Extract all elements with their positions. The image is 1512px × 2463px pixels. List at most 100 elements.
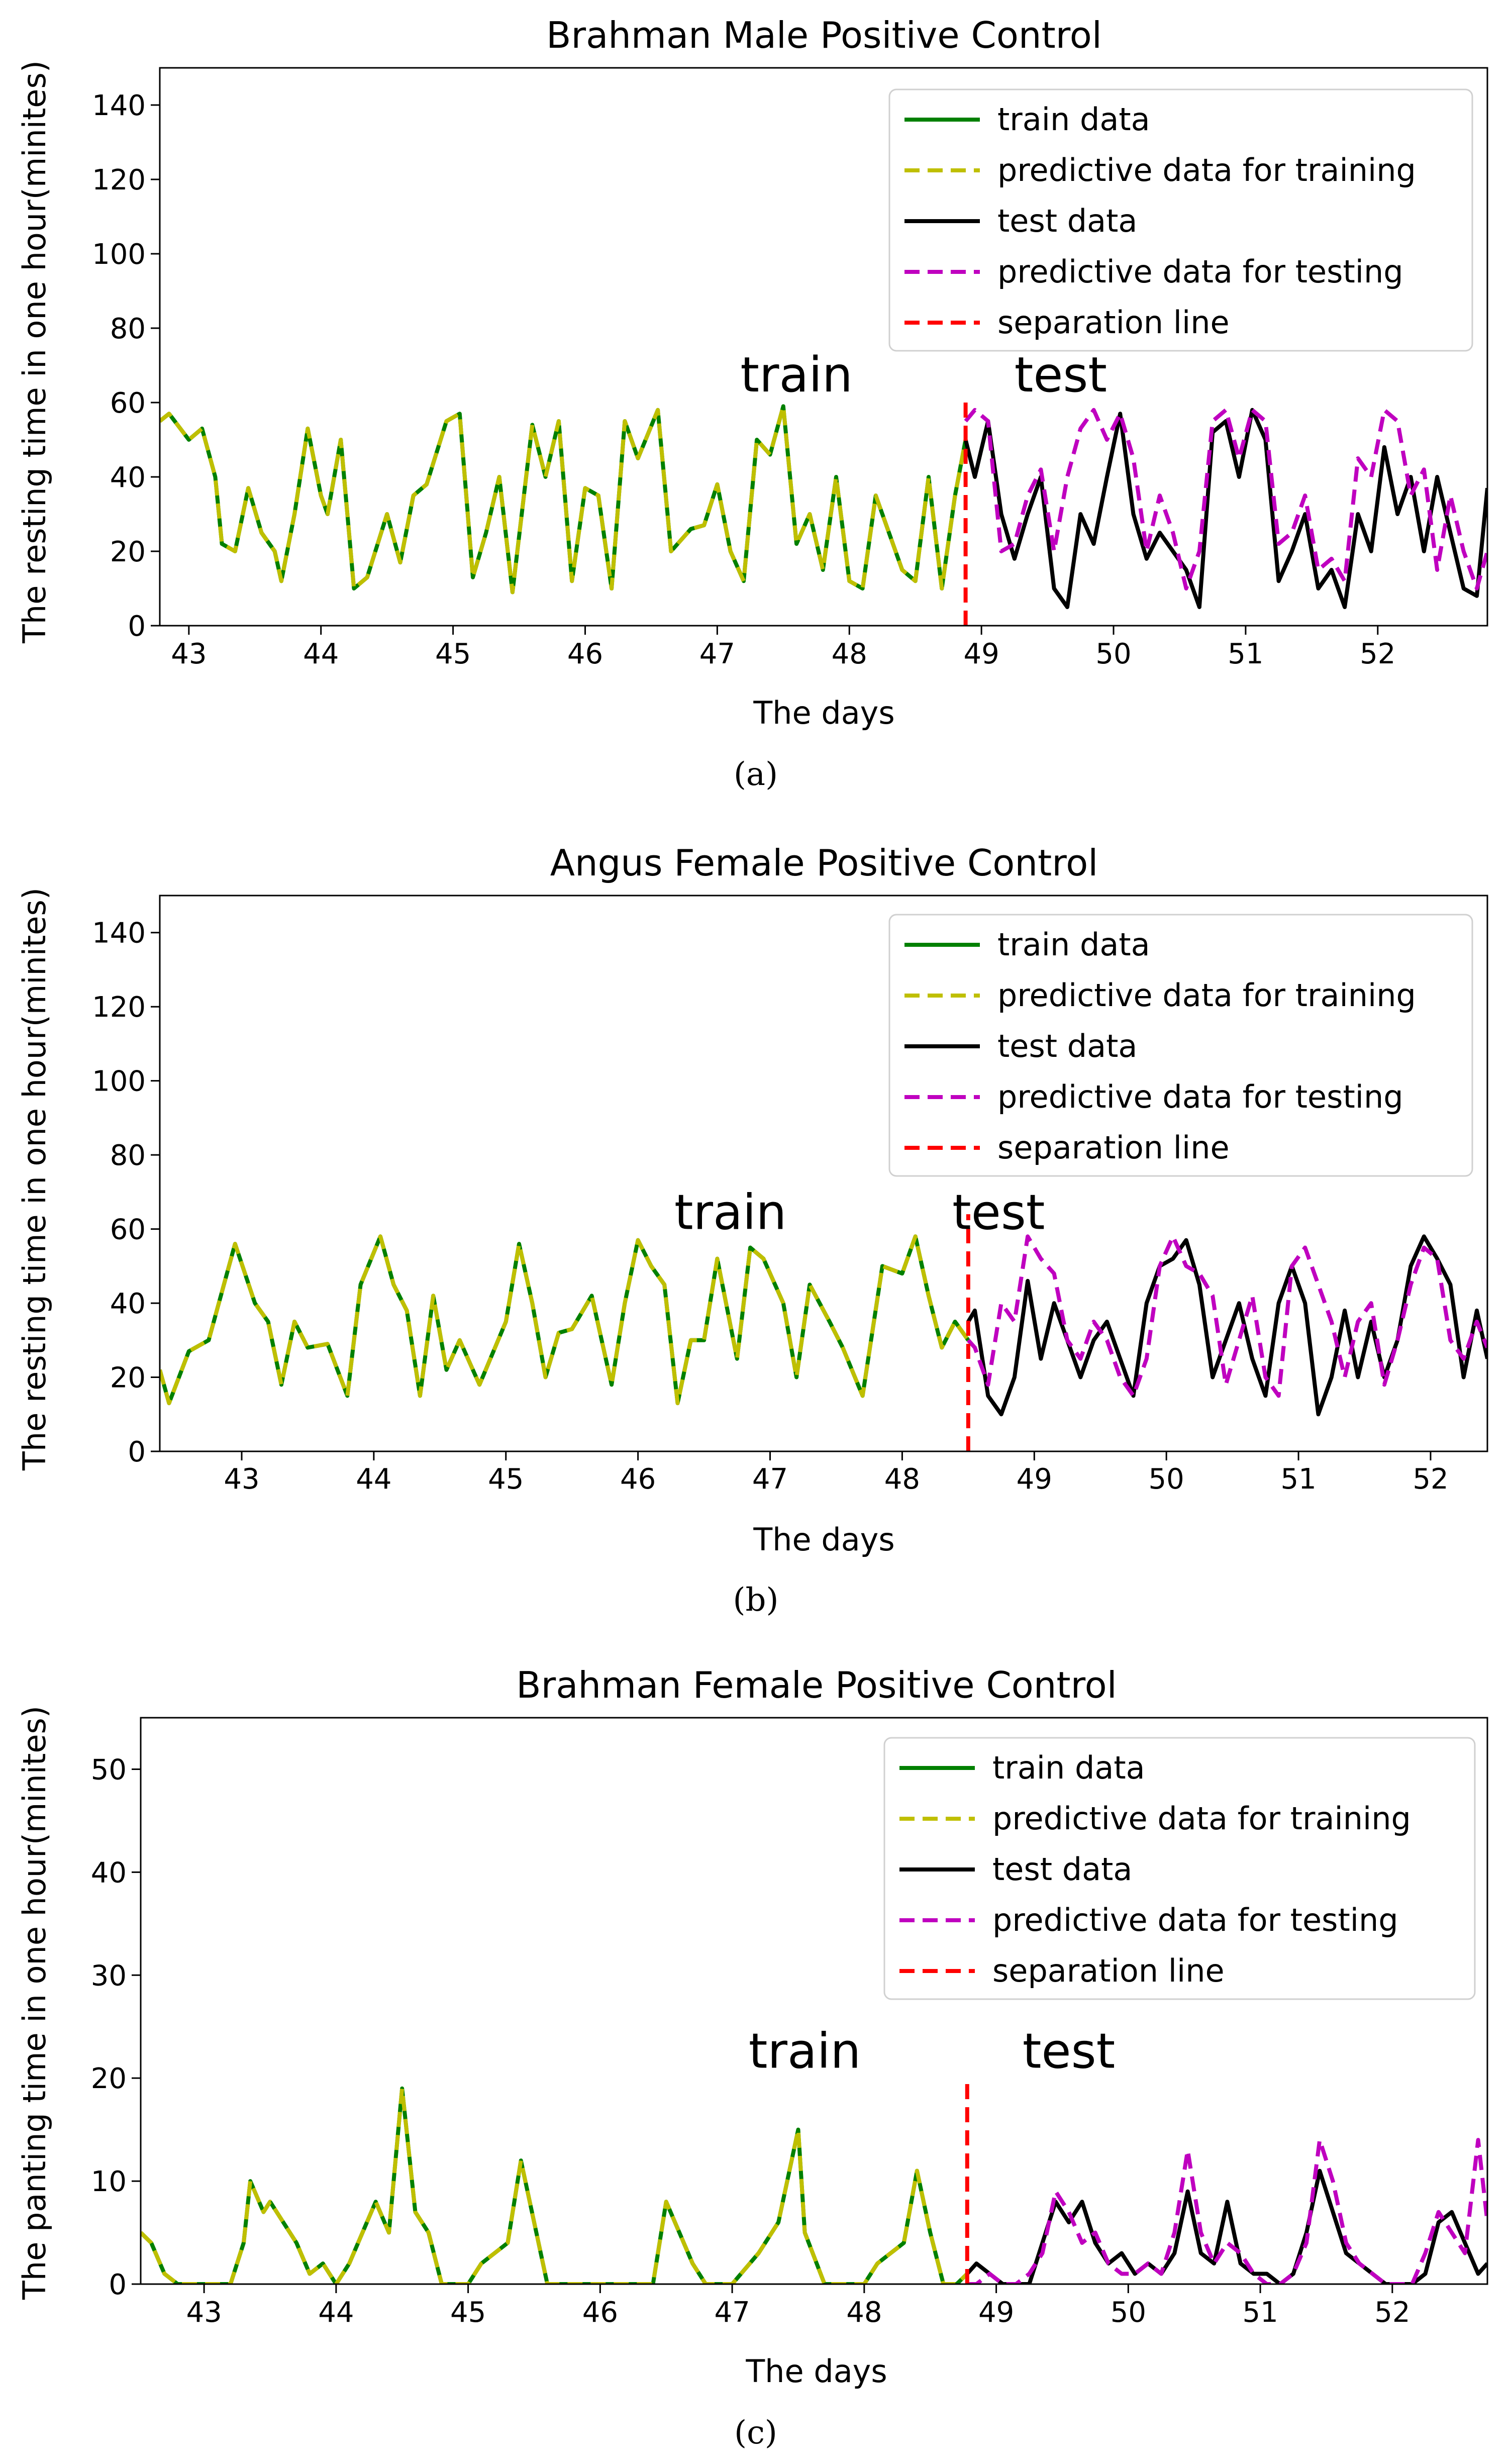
x-tick-label: 50 [1111,2296,1146,2329]
y-tick-label: 120 [92,991,146,1024]
legend-label: test data [997,1028,1137,1064]
predictive-testing-line [967,2138,1487,2284]
legend: train data predictive data for training te… [883,1737,1476,2000]
panel-c: Brahman Female Positive Control train tes… [16,1664,1488,2451]
caption: (b) [733,1582,779,1619]
annotation-test: test [1015,347,1107,403]
x-axis-label: The days [753,1521,894,1558]
y-ticks: 0 20 40 60 80 100 120 140 [92,917,160,1468]
legend-label: train data [997,926,1150,963]
x-tick-label: 51 [1280,1463,1316,1496]
y-tick-label: 40 [110,461,146,494]
y-tick-label: 60 [110,387,146,420]
y-axis-label: The resting time in one hour(minites) [16,60,53,644]
legend-label: test data [992,1851,1132,1888]
annotation-train: train [674,1185,786,1241]
chart-title: Brahman Female Positive Control [516,1664,1117,1706]
y-ticks: 0 10 20 30 40 50 [91,1753,141,2301]
legend-box [888,914,1473,1177]
legend-box [883,1737,1476,2000]
x-tick-label: 43 [171,638,207,670]
legend-label: predictive data for training [997,977,1416,1014]
panel-a: Brahman Male Positive Control train testt… [16,14,1488,793]
x-ticks: 43 44 45 46 47 48 49 50 51 52 [224,1451,1449,1496]
axes-frame [140,1717,1488,2285]
x-tick-label: 52 [1360,638,1395,670]
y-tick-label: 80 [110,313,146,345]
y-tick-label: 40 [91,1856,127,1889]
predictive-testing-line [964,408,1487,590]
x-tick-label: 48 [832,638,867,670]
panel-b: Angus Female Positive Control train testt… [16,842,1488,1619]
test-data-line [965,2169,1487,2284]
predictive-testing-line [966,1234,1487,1398]
y-axis-label: The resting time in one hour(minites) [16,888,53,1471]
x-tick-label: 51 [1228,638,1263,670]
y-tick-label: 80 [110,1139,146,1172]
y-axis-label: The panting time in one hour(minites) [16,1706,53,2300]
chart-title: Brahman Male Positive Control [546,14,1102,56]
x-tick-label: 46 [620,1463,656,1496]
caption: (a) [734,756,778,793]
x-tick-label: 51 [1242,2296,1278,2329]
legend-label: predictive data for testing [992,1902,1398,1938]
x-tick-label: 43 [224,1463,259,1496]
x-tick-label: 43 [186,2296,222,2329]
legend-label: separation line [997,304,1230,341]
x-axis-label: The days [753,695,894,731]
series-group [160,1234,1487,1417]
legend: train data predictive data for training te… [888,88,1473,352]
y-tick-label: 0 [128,1436,146,1468]
y-ticks: 0 20 40 60 80 100 120 140 [92,89,160,643]
x-ticks: 43 44 45 46 47 48 49 50 51 52 [171,626,1395,670]
plot-area: train test train data predictive data for t… [140,1717,1488,2285]
y-tick-label: 40 [110,1288,146,1320]
y-tick-label: 60 [110,1214,146,1246]
y-tick-label: 30 [91,1959,127,1992]
y-tick-label: 140 [92,89,146,122]
x-tick-label: 47 [714,2296,750,2329]
chart-title: Angus Female Positive Control [550,842,1098,884]
annotation-train: train [749,2023,861,2080]
y-tick-label: 100 [92,1065,146,1098]
x-tick-label: 45 [488,1463,524,1496]
plot-area: train test train data predictive data for t… [159,67,1488,627]
x-tick-label: 49 [1017,1463,1052,1496]
x-tick-label: 46 [582,2296,618,2329]
legend-label: separation line [997,1129,1230,1166]
test-data-line [963,408,1487,609]
caption: (c) [734,2414,777,2451]
legend-box [888,88,1473,352]
y-tick-label: 10 [91,2165,127,2198]
y-tick-label: 20 [110,1362,146,1395]
x-tick-label: 46 [567,638,603,670]
legend-label: predictive data for training [992,1800,1411,1837]
x-tick-label: 49 [964,638,999,670]
legend-label: train data [997,101,1150,138]
y-tick-label: 120 [92,164,146,196]
series-group [141,2086,1487,2284]
predictive-training-line [160,1234,970,1406]
predictive-training-line [160,404,968,595]
x-tick-label: 47 [699,638,735,670]
x-tick-label: 45 [450,2296,486,2329]
axes-frame [159,67,1488,627]
legend-label: predictive data for testing [997,1078,1403,1115]
x-ticks: 43 44 45 46 47 48 49 50 51 52 [186,2284,1410,2329]
annotation-test: test [1023,2023,1115,2080]
annotation-train: train [740,347,852,403]
x-tick-label: 50 [1149,1463,1184,1496]
legend-label: predictive data for testing [997,253,1403,290]
y-tick-label: 20 [91,2062,127,2095]
legend-label: separation line [992,1952,1225,1989]
y-tick-label: 140 [92,917,146,950]
x-tick-label: 44 [356,1463,391,1496]
legend-label: predictive data for training [997,152,1416,188]
x-tick-label: 45 [435,638,471,670]
legend-label: test data [997,203,1137,239]
y-tick-label: 0 [109,2269,127,2301]
x-tick-label: 48 [846,2296,882,2329]
y-tick-label: 20 [110,536,146,568]
x-tick-label: 52 [1374,2296,1410,2329]
